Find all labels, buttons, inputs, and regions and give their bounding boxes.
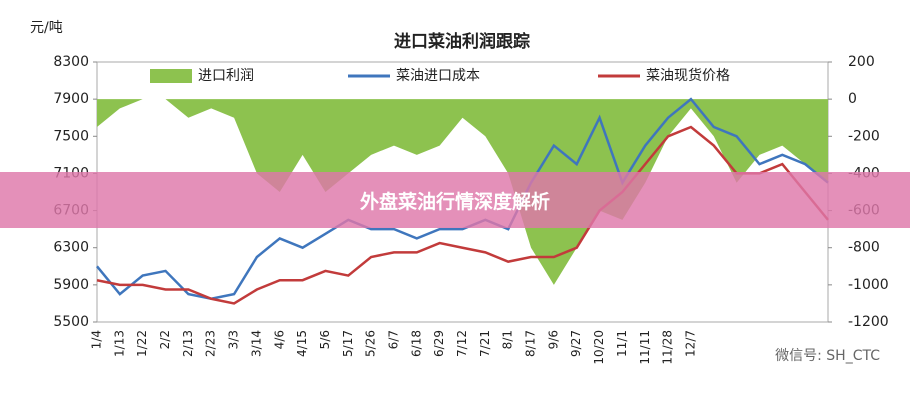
x-tick-label: 3/3 (227, 330, 241, 349)
x-tick-label: 2/23 (204, 330, 218, 357)
x-tick-label: 7/12 (455, 330, 469, 357)
x-tick-label: 6/7 (386, 330, 400, 349)
x-tick-label: 2/13 (181, 330, 195, 357)
banner: 外盘菜油行情深度解析 (0, 172, 910, 228)
x-tick-label: 2/2 (158, 330, 172, 349)
x-tick-label: 1/22 (135, 330, 149, 357)
x-tick-label: 6/18 (409, 330, 423, 357)
series-line (96, 97, 829, 301)
y2-tick-label: -200 (848, 128, 880, 144)
x-tick-label: 5/6 (318, 330, 332, 349)
x-tick-label: 11/1 (615, 330, 629, 357)
x-tick-label: 6/29 (432, 330, 446, 357)
y-tick-label: 7500 (53, 128, 89, 144)
y-tick-label: 6300 (53, 240, 89, 256)
y2-tick-label: -1000 (848, 277, 889, 293)
x-tick-label: 4/15 (295, 330, 309, 357)
x-tick-label: 5/17 (341, 330, 355, 357)
x-tick-label: 9/27 (569, 330, 583, 357)
x-tick-label: 7/21 (478, 330, 492, 357)
legend-label: 菜油进口成本 (396, 68, 480, 84)
x-tick-label: 10/20 (592, 330, 606, 365)
y-axis-label: 元/吨 (30, 20, 63, 36)
x-tick-label: 12/7 (683, 330, 697, 357)
y-tick-label: 5500 (53, 314, 89, 330)
x-tick-label: 8/1 (501, 330, 515, 349)
y2-tick-label: 0 (848, 91, 857, 107)
x-tick-label: 1/13 (112, 330, 126, 357)
y2-tick-label: 200 (848, 54, 875, 70)
x-tick-label: 11/28 (661, 330, 675, 365)
x-tick-label: 1/4 (90, 330, 104, 349)
y2-tick-label: -800 (848, 240, 880, 256)
y-tick-label: 7900 (53, 91, 89, 107)
legend-label: 菜油现货价格 (646, 67, 730, 84)
x-tick-label: 8/17 (524, 330, 538, 357)
x-tick-label: 11/11 (638, 330, 652, 365)
x-tick-label: 5/26 (364, 330, 378, 357)
x-tick-label: 4/6 (272, 330, 286, 349)
chart-title: 进口菜油利润跟踪 (394, 31, 530, 52)
x-tick-label: 9/6 (546, 330, 560, 349)
watermark: 微信号: SH_CTC (775, 348, 880, 364)
series-line (96, 125, 829, 305)
x-tick-label: 3/14 (249, 330, 263, 357)
legend-label: 进口利润 (198, 68, 254, 84)
y-tick-label: 5900 (53, 277, 89, 293)
y2-tick-label: -1200 (848, 314, 889, 330)
legend-swatch (150, 69, 192, 83)
y-tick-label: 8300 (53, 54, 89, 70)
